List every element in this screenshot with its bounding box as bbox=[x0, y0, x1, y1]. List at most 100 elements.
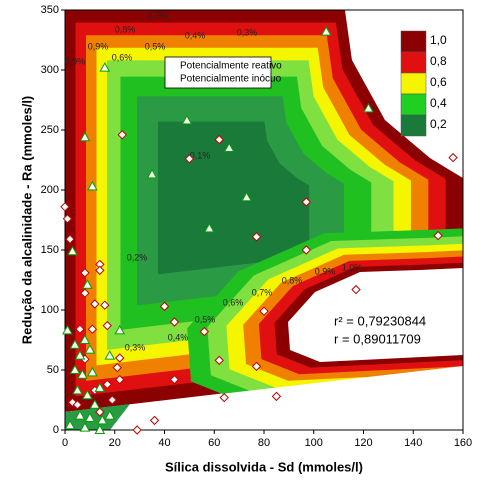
point bbox=[62, 214, 73, 224]
contour-label: 0,7% bbox=[252, 287, 273, 297]
point bbox=[74, 350, 86, 360]
contour-band bbox=[158, 121, 310, 275]
point bbox=[363, 102, 374, 113]
x-tick-label: 160 bbox=[454, 437, 472, 449]
contour-label: 0,6% bbox=[223, 297, 244, 307]
point bbox=[62, 324, 73, 335]
point bbox=[64, 419, 76, 430]
point bbox=[72, 400, 83, 410]
point bbox=[89, 399, 101, 409]
y-tick-label: 250 bbox=[41, 124, 59, 136]
colorbar-label: 0,8 bbox=[430, 54, 447, 68]
point bbox=[94, 424, 106, 434]
contour-label: 0,3% bbox=[125, 342, 146, 352]
point bbox=[214, 355, 224, 366]
x-tick-label: 60 bbox=[208, 437, 220, 449]
colorbar-swatch bbox=[400, 93, 427, 116]
x-axis-title: Sílica dissolvida - Sd (mmoles/l) bbox=[165, 459, 363, 474]
colorbar-label: 0,6 bbox=[430, 75, 447, 89]
y-tick-label: 350 bbox=[41, 4, 59, 16]
data-points bbox=[60, 26, 458, 435]
point bbox=[159, 301, 170, 312]
x-tick-label: 100 bbox=[305, 437, 323, 449]
point bbox=[75, 324, 85, 334]
point bbox=[90, 299, 100, 309]
point bbox=[184, 154, 195, 164]
point bbox=[74, 410, 86, 420]
point bbox=[87, 366, 98, 377]
contour-label: 0,4% bbox=[185, 30, 206, 40]
contour-label: 0,9% bbox=[88, 41, 109, 51]
point bbox=[94, 382, 106, 392]
point bbox=[115, 374, 125, 385]
contour-band bbox=[288, 268, 463, 362]
legend-box bbox=[164, 56, 272, 89]
legend-label: Potencialmente reativo bbox=[180, 61, 282, 72]
point bbox=[433, 230, 443, 241]
point bbox=[80, 268, 90, 278]
point bbox=[132, 425, 142, 435]
point bbox=[84, 412, 96, 422]
contour-label: 0,2% bbox=[127, 252, 148, 262]
annotation: r² = 0,79230844 bbox=[334, 313, 426, 328]
contour-label: 0,5% bbox=[195, 314, 216, 324]
y-tick-label: 150 bbox=[41, 244, 59, 256]
point bbox=[117, 130, 127, 140]
x-tick-label: 120 bbox=[354, 437, 372, 449]
point bbox=[84, 344, 96, 354]
annotation: r = 0,89011709 bbox=[334, 331, 421, 346]
point bbox=[259, 306, 269, 316]
point bbox=[72, 384, 83, 395]
point bbox=[320, 26, 332, 36]
contour-label: 0,1% bbox=[190, 150, 211, 160]
point bbox=[214, 134, 224, 145]
point bbox=[100, 300, 110, 310]
point bbox=[79, 334, 91, 344]
x-tick-label: 0 bbox=[62, 437, 68, 449]
point bbox=[80, 288, 90, 298]
colorbar-swatch bbox=[400, 51, 427, 74]
point bbox=[181, 114, 193, 125]
contour-label: 0,6% bbox=[112, 52, 133, 62]
point bbox=[219, 392, 229, 403]
point bbox=[107, 395, 117, 405]
point bbox=[104, 410, 116, 420]
contour-label: 0,3% bbox=[237, 27, 258, 37]
point bbox=[87, 324, 98, 334]
point bbox=[149, 415, 160, 426]
point bbox=[203, 222, 215, 233]
contour-band bbox=[65, 404, 130, 430]
contour-label: 0,4% bbox=[168, 332, 189, 342]
colorbar-swatch bbox=[400, 30, 427, 53]
colorbar-swatch bbox=[400, 114, 427, 137]
point bbox=[115, 353, 125, 363]
point bbox=[251, 361, 262, 372]
point bbox=[199, 326, 210, 337]
point bbox=[99, 62, 111, 72]
colorbar-swatch bbox=[400, 72, 427, 95]
point bbox=[102, 320, 112, 331]
colorbar-label: 1,0 bbox=[430, 33, 447, 47]
y-tick-label: 200 bbox=[41, 184, 59, 196]
point bbox=[79, 131, 91, 142]
contour-label: 0,8% bbox=[282, 275, 303, 285]
point bbox=[79, 422, 91, 432]
point bbox=[102, 379, 112, 390]
point bbox=[241, 191, 252, 202]
y-tick-label: 300 bbox=[41, 64, 59, 76]
point bbox=[114, 324, 126, 335]
point bbox=[82, 389, 93, 400]
contour-label: 0,8% bbox=[115, 24, 136, 34]
point bbox=[112, 362, 122, 373]
contour-label: 0,5% bbox=[145, 41, 166, 51]
contour-labels: 0,8%0,7%0,9%0,6%0,5%0,4% 0,3%0,9%0,1%0,2%… bbox=[65, 10, 363, 352]
point bbox=[104, 350, 116, 360]
y-tick-label: 100 bbox=[41, 304, 59, 316]
point bbox=[448, 152, 458, 163]
y-tick-label: 50 bbox=[47, 364, 59, 376]
point bbox=[95, 265, 105, 276]
point bbox=[60, 202, 70, 212]
point bbox=[271, 391, 282, 402]
point bbox=[301, 197, 311, 207]
y-tick-label: 0 bbox=[53, 424, 59, 436]
